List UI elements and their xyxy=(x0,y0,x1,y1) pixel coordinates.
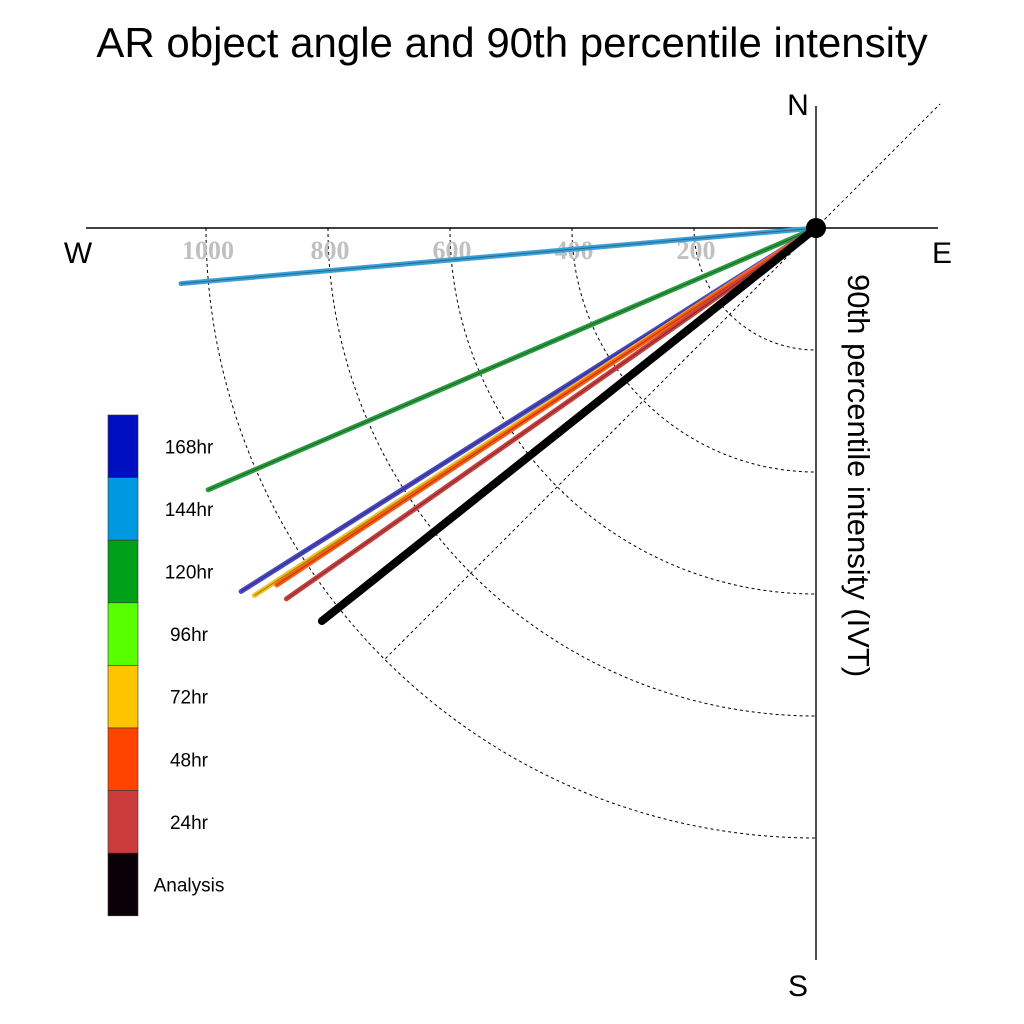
legend: 168hr 144hr 120hr 96hr 72hr 48hr 24hr Analysis xyxy=(107,414,225,917)
legend-label-168hr: 168hr xyxy=(165,437,214,458)
legend-swatch-72hr xyxy=(107,665,139,729)
grid-arc xyxy=(205,227,817,839)
legend-swatch-analysis xyxy=(107,852,139,917)
series-lines xyxy=(178,224,820,626)
legend-label-120hr: 120hr xyxy=(165,563,214,584)
diagonal-grid-ne xyxy=(815,103,941,229)
series-line-analysis xyxy=(317,224,820,626)
chart-title: AR object angle and 90th percentile inte… xyxy=(96,19,927,66)
y-axis-label: 90th percentile intensity (IVT) xyxy=(841,274,876,677)
radial-tick-label: 800 xyxy=(311,236,350,265)
series-line-core-120hr xyxy=(207,227,817,491)
legend-label-24hr: 24hr xyxy=(170,813,209,834)
legend-label-96hr: 96hr xyxy=(170,625,209,646)
legend-swatch-144hr xyxy=(107,477,139,541)
series-line-core-144hr xyxy=(180,227,817,285)
compass-south: S xyxy=(788,970,808,1003)
grid-arc xyxy=(327,227,817,717)
series-line-24hr xyxy=(283,225,819,602)
legend-swatch-24hr xyxy=(107,790,139,854)
series-line-core-24hr xyxy=(286,227,817,600)
legend-label-48hr: 48hr xyxy=(170,750,209,771)
series-line-120hr xyxy=(205,225,819,493)
diagonal-grid-sw xyxy=(384,227,817,660)
legend-swatch-120hr xyxy=(107,539,139,604)
polar-grid xyxy=(205,227,817,839)
legend-swatch-48hr xyxy=(107,727,139,791)
grid-arc xyxy=(571,227,817,473)
compass-north: N xyxy=(787,89,809,122)
grid-arc xyxy=(449,227,817,595)
legend-label-72hr: 72hr xyxy=(170,688,209,709)
compass-west: W xyxy=(64,237,93,270)
radial-tick-label: 1000 xyxy=(182,236,234,265)
series-line-core-48hr xyxy=(276,227,817,586)
origin-marker xyxy=(806,218,826,238)
legend-label-analysis: Analysis xyxy=(154,876,225,897)
legend-swatch-168hr xyxy=(107,414,139,478)
legend-swatch-96hr xyxy=(107,602,139,666)
grid-arc xyxy=(693,227,817,351)
series-line-48hr xyxy=(274,225,819,588)
legend-label-144hr: 144hr xyxy=(165,500,214,521)
compass-east: E xyxy=(932,237,952,270)
series-line-144hr xyxy=(178,225,819,287)
